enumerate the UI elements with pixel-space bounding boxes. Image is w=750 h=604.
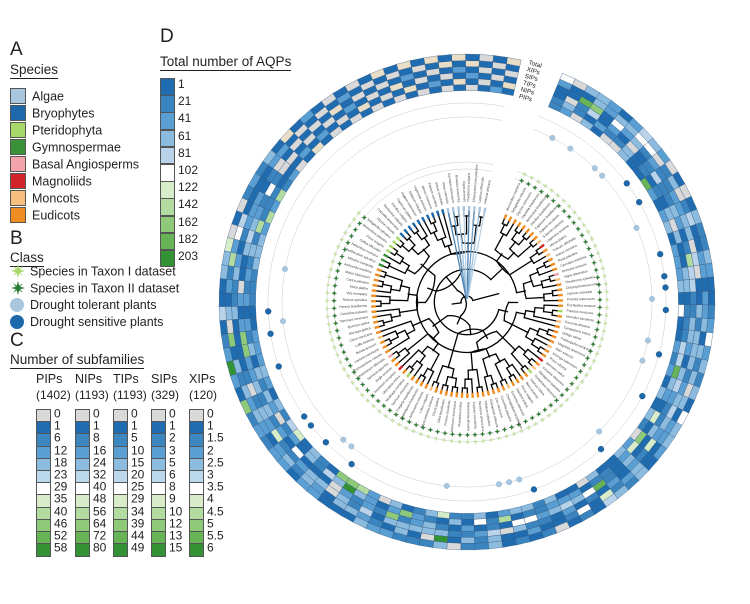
svg-text:Marchantia africana: Marchantia africana [466,402,470,431]
svg-text:Lupinus orientalis: Lupinus orientalis [567,290,593,296]
svg-text:Vigna arvense: Vigna arvense [462,181,467,202]
svg-text:Nicotiana americana: Nicotiana americana [478,401,485,431]
svg-text:Persea brasiliensis: Persea brasiliensis [339,304,367,309]
svg-text:Eucalyptus annuum: Eucalyptus annuum [567,303,596,308]
svg-text:Ricinus sylvatica: Ricinus sylvatica [343,298,368,302]
svg-text:Petunia tuberosum: Petunia tuberosum [567,297,595,301]
svg-text:Petunia africana: Petunia africana [483,180,492,204]
svg-text:Cajanus esculenta: Cajanus esculenta [472,402,478,429]
svg-text:Phaseolus indica: Phaseolus indica [457,402,462,427]
svg-text:Vitis europaea: Vitis europaea [346,291,367,296]
svg-text:Musa glabra: Musa glabra [350,285,369,291]
svg-text:Jasminum americana: Jasminum americana [450,401,457,433]
